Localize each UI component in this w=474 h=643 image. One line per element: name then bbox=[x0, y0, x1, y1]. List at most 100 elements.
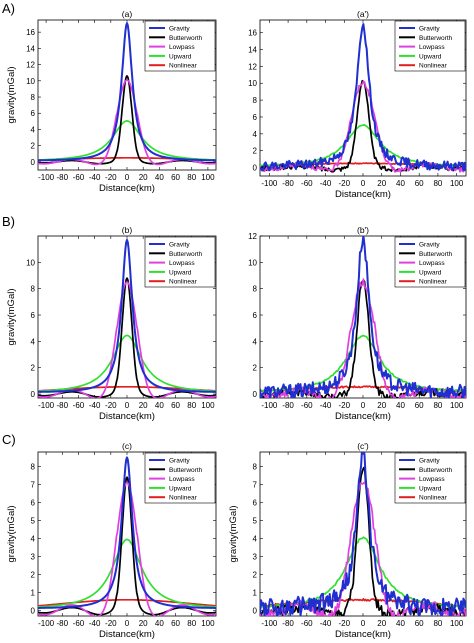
x-tick-label: 40 bbox=[396, 401, 405, 410]
y-tick-label: 2 bbox=[31, 364, 36, 373]
legend-entry: Gravity bbox=[419, 26, 440, 33]
y-tick-label: 0 bbox=[253, 164, 258, 173]
chart-panels: -100 -80 -60 -40 -20 0 20 40 60 80 100024681012141… bbox=[6, 9, 467, 640]
series-line-lowpass bbox=[38, 481, 216, 616]
x-tick-label: -40 bbox=[320, 619, 332, 628]
series-line-lowpass bbox=[38, 281, 216, 398]
x-tick-label: 60 bbox=[171, 401, 180, 410]
series-line-lowpass bbox=[38, 79, 216, 166]
x-tick-label: 0 bbox=[361, 619, 366, 628]
x-tick-label: 40 bbox=[396, 179, 405, 188]
chart-panel: -100 -80 -60 -40 -20 0 20 40 60 80 100 0 1 2 3 4 5 6 7 8 (c)… bbox=[6, 441, 217, 640]
x-tick-label: -20 bbox=[105, 173, 117, 182]
x-tick-label: -40 bbox=[320, 401, 332, 410]
legend-entry: Lowpass bbox=[419, 44, 445, 51]
row-label-a: A) bbox=[2, 1, 15, 16]
legend-entry: Butterworth bbox=[169, 35, 203, 42]
legend-entry: Gravity bbox=[169, 26, 190, 33]
y-tick-label: 14 bbox=[26, 44, 35, 53]
legend-entry: Upward bbox=[169, 269, 192, 276]
legend-entry: Gravity bbox=[419, 242, 440, 249]
y-tick-label: 7 bbox=[253, 480, 258, 489]
legend-entry: Butterworth bbox=[419, 467, 453, 474]
y-tick-label: 5 bbox=[31, 516, 36, 525]
series-line-upward bbox=[260, 536, 466, 609]
x-tick-label: 20 bbox=[139, 401, 148, 410]
y-tick-label: 2 bbox=[31, 142, 36, 151]
chart-panel: -100 -80 -60 -40 -20 0 20 40 60 80 100 0 2 4 6 8 10 12 14 1… bbox=[248, 9, 467, 200]
x-tick-label: -80 bbox=[282, 401, 294, 410]
y-tick-label: 0 bbox=[31, 607, 36, 616]
y-tick-label: 12 bbox=[248, 62, 257, 71]
legend-entry: Upward bbox=[419, 485, 442, 492]
series-line-upward bbox=[38, 538, 216, 608]
series-line-butterworth bbox=[260, 79, 466, 173]
x-tick-label: -80 bbox=[282, 179, 294, 188]
y-tick-label: 3 bbox=[31, 553, 36, 562]
series-line-gravity bbox=[38, 22, 216, 162]
x-tick-label: -40 bbox=[89, 173, 101, 182]
x-tick-label: 0 bbox=[125, 619, 130, 628]
y-tick-label: 6 bbox=[31, 311, 36, 320]
x-tick-label: 20 bbox=[139, 619, 148, 628]
y-tick-label: 6 bbox=[31, 109, 36, 118]
y-tick-label: 8 bbox=[31, 462, 36, 471]
x-axis-label: Distance(km) bbox=[99, 629, 155, 640]
x-tick-label: 100 bbox=[450, 401, 464, 410]
x-tick-label: 20 bbox=[377, 401, 386, 410]
series-line-gravity bbox=[260, 452, 466, 616]
chart-title: (c) bbox=[122, 441, 132, 451]
row-label-c: C) bbox=[2, 432, 16, 447]
series-line-butterworth bbox=[38, 277, 216, 398]
chart-title: (b') bbox=[357, 225, 369, 235]
x-axis-label: Distance(km) bbox=[335, 411, 391, 422]
x-tick-label: -60 bbox=[73, 173, 85, 182]
y-tick-label: 8 bbox=[31, 285, 36, 294]
y-tick-label: 0 bbox=[31, 390, 36, 399]
y-tick-label: 14 bbox=[248, 46, 257, 55]
x-tick-label: 60 bbox=[415, 619, 424, 628]
y-tick-label: 8 bbox=[253, 96, 258, 105]
legend-entry: Gravity bbox=[169, 458, 190, 465]
x-tick-label: 100 bbox=[201, 619, 215, 628]
x-tick-label: 80 bbox=[433, 619, 442, 628]
y-tick-label: 4 bbox=[253, 535, 258, 544]
y-tick-label: 6 bbox=[31, 498, 36, 507]
series-line-upward bbox=[260, 334, 466, 393]
chart-title: (c') bbox=[357, 441, 369, 451]
legend-entry: Lowpass bbox=[169, 44, 195, 51]
legend-entry: Nonlinear bbox=[419, 495, 448, 502]
y-tick-label: 4 bbox=[31, 337, 36, 346]
y-axis-label: gravity(mGal) bbox=[6, 288, 17, 345]
x-tick-label: 20 bbox=[139, 173, 148, 182]
x-tick-label: 100 bbox=[450, 619, 464, 628]
x-tick-label: -20 bbox=[338, 179, 350, 188]
chart-title: (a) bbox=[122, 9, 133, 19]
x-axis-label: Distance(km) bbox=[335, 629, 391, 640]
y-tick-label: 8 bbox=[253, 462, 258, 471]
y-axis-label: gravity(mGal) bbox=[6, 66, 17, 123]
x-tick-label: -100 bbox=[38, 401, 55, 410]
x-axis-label: Distance(km) bbox=[99, 183, 155, 194]
chart-title: (b) bbox=[122, 225, 133, 235]
x-tick-label: -80 bbox=[56, 401, 68, 410]
y-tick-label: 12 bbox=[248, 232, 257, 241]
y-tick-label: 0 bbox=[253, 390, 258, 399]
x-tick-label: 60 bbox=[171, 619, 180, 628]
legend-entry: Upward bbox=[169, 53, 192, 60]
x-tick-label: 100 bbox=[201, 173, 215, 182]
legend-entry: Butterworth bbox=[419, 35, 453, 42]
y-tick-label: 0 bbox=[31, 158, 36, 167]
legend-entry: Upward bbox=[419, 269, 442, 276]
y-axis-label: gravity(mGal) bbox=[6, 505, 17, 562]
x-tick-label: 60 bbox=[415, 401, 424, 410]
x-tick-label: 100 bbox=[201, 401, 215, 410]
y-tick-label: 16 bbox=[248, 29, 257, 38]
y-tick-label: 10 bbox=[248, 258, 257, 267]
y-tick-label: 10 bbox=[26, 258, 35, 267]
y-tick-label: 10 bbox=[26, 77, 35, 86]
legend-entry: Nonlinear bbox=[419, 63, 448, 70]
x-tick-label: -100 bbox=[261, 619, 278, 628]
y-tick-label: 8 bbox=[31, 93, 36, 102]
